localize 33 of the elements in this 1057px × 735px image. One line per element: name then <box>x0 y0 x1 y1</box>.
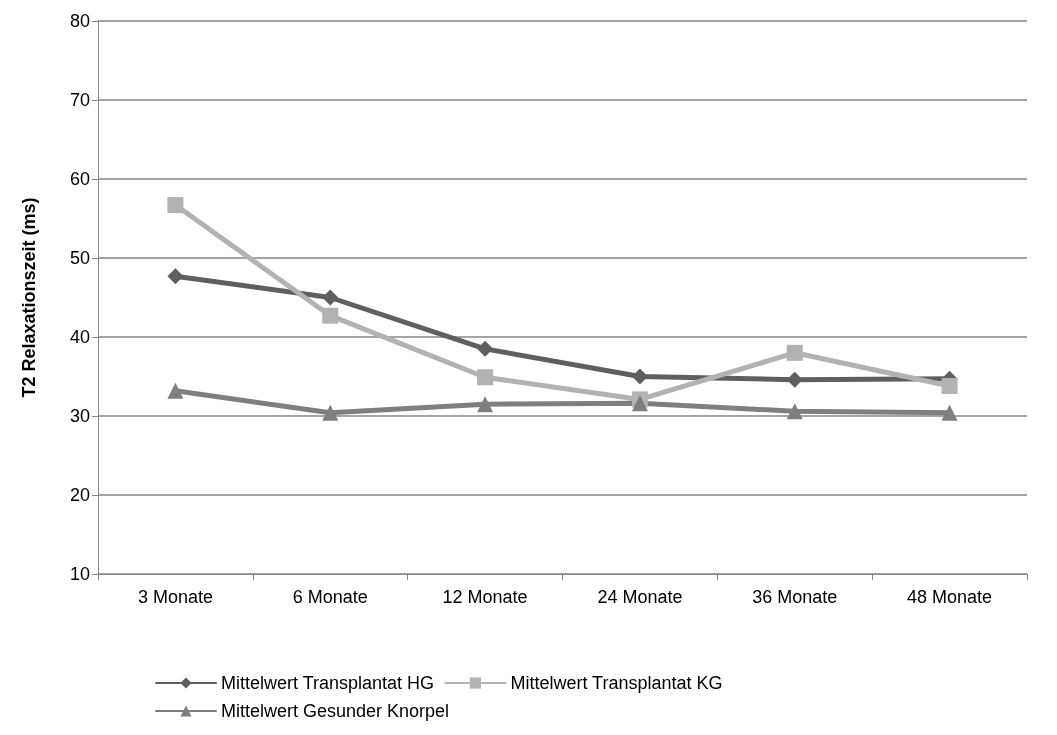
y-tick-label: 40 <box>69 327 90 347</box>
point <box>477 396 494 413</box>
point <box>941 404 958 421</box>
y-tick-label: 80 <box>69 11 90 31</box>
y-tick-label: 50 <box>69 248 90 268</box>
point <box>786 344 803 361</box>
point <box>167 197 184 214</box>
point <box>322 404 339 421</box>
point <box>631 395 648 412</box>
point <box>322 307 339 324</box>
legend-label: Mittelwert Transplantat KG <box>510 673 723 693</box>
x-tick-label: 6 Monate <box>292 587 368 607</box>
x-tick-label: 36 Monate <box>752 587 838 607</box>
legend-label: Mittelwert Transplantat HG <box>221 673 435 693</box>
point <box>941 377 958 394</box>
point <box>631 368 648 385</box>
point <box>322 289 339 306</box>
point <box>786 403 803 420</box>
y-axis-title: T2 Relaxationszeit (ms) <box>19 197 39 398</box>
y-tick-label: 20 <box>69 485 90 505</box>
x-tick-label: 48 Monate <box>907 587 993 607</box>
point <box>167 382 184 399</box>
y-tick-label: 10 <box>69 564 90 584</box>
y-tick-label: 70 <box>69 90 90 110</box>
point <box>477 340 494 357</box>
legend-label: Mittelwert Gesunder Knorpel <box>221 701 450 721</box>
point <box>477 369 494 386</box>
x-tick-label: 3 Monate <box>137 587 213 607</box>
x-tick-label: 12 Monate <box>442 587 528 607</box>
point <box>167 268 184 285</box>
x-tick-label: 24 Monate <box>597 587 683 607</box>
y-tick-label: 30 <box>69 406 90 426</box>
y-tick-label: 60 <box>69 169 90 189</box>
